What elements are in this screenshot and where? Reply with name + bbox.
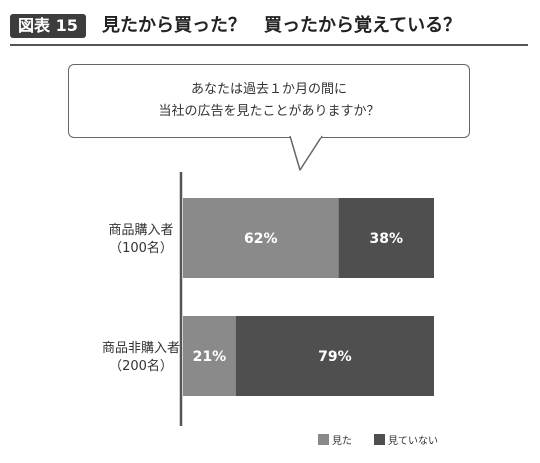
figure-number-badge: 図表 15 [10,14,86,38]
question-line-1: あなたは過去１か月の間に [190,82,347,97]
bar-segment [183,198,339,278]
question-text: あなたは過去１か月の間に 当社の広告を見たことがありますか？ [69,79,469,123]
bar-segment [183,316,236,396]
data-label: 62% [244,231,278,247]
category-sample-size: （200名） [109,358,173,374]
bar-segment [338,198,434,278]
bar-segment [235,316,434,396]
question-bubble: あなたは過去１か月の間に 当社の広告を見たことがありますか？ [68,64,470,138]
legend-label: 見ていない [388,435,438,447]
data-label: 21% [193,349,227,365]
data-label: 38% [370,231,404,247]
legend-swatch [318,434,329,445]
category-sample-size: （100名） [109,240,173,256]
bars-group: 商品購入者 （100名） 62% 38% 商品非購入者 （200名） 21% 79% [102,198,434,396]
data-label: 79% [318,349,352,365]
question-line-2: 当社の広告を見たことがありますか？ [158,104,380,119]
legend-label: 見た [332,435,352,447]
figure-title: 見たから買った？ 買ったから覚えている？ [102,15,462,36]
legend-swatch [374,434,385,445]
figure-header: 図表 15 見たから買った？ 買ったから覚えている？ [10,14,528,46]
legend: 見た 見ていない [318,434,438,447]
category-label: 商品購入者 [108,223,173,238]
category-label: 商品非購入者 [102,341,180,356]
question-bubble-tail [289,135,323,171]
